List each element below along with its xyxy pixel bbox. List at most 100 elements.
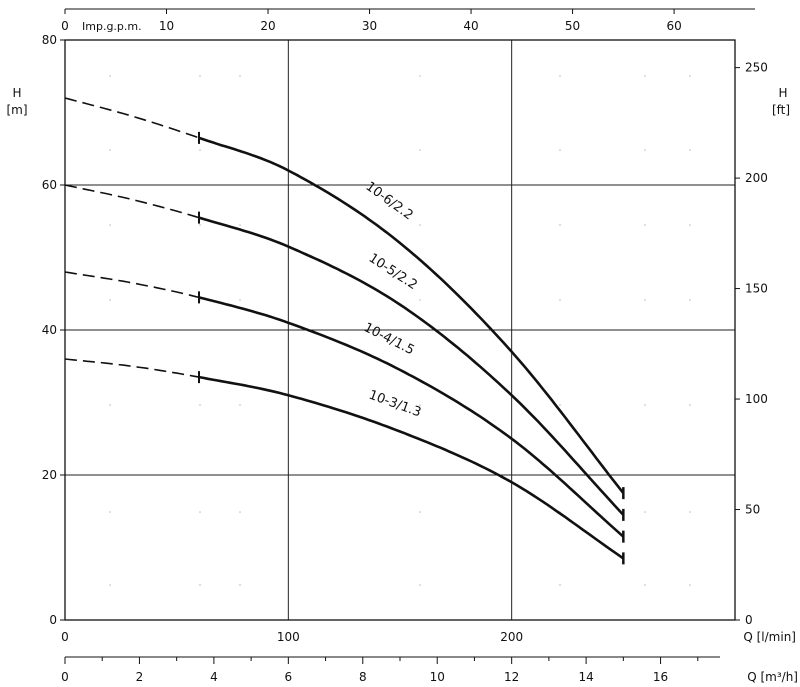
curve-label-10-5-2-2: 10-5/2.2 [366,251,420,293]
left-axis-tick-label: 40 [42,323,57,337]
grid-dot [559,75,561,77]
left-axis-tick-label: 20 [42,468,57,482]
curve-label-10-4-1-5: 10-4/1.5 [361,320,416,358]
grid-dot [689,149,691,151]
grid-dot [199,75,201,77]
grid-dot [199,511,201,513]
curves [64,97,625,565]
left-axis-unit: [m] [6,103,27,117]
bottom-axis-m3h-tick-label: 4 [210,670,218,684]
grid-dot [419,404,421,406]
grid-dot [644,149,646,151]
right-axis-tick-label: 100 [745,392,768,406]
right-axis-tick-label: 200 [745,171,768,185]
right-axis-tick-label: 50 [745,503,760,517]
grid-dot [689,584,691,586]
grid-dot [109,584,111,586]
right-axis-tick-label: 250 [745,61,768,75]
grid-dot [239,75,241,77]
left-axis-tick-label: 80 [42,33,57,47]
curve-dashed-segment [64,184,200,219]
bottom-axis-m3h-tick-label: 0 [61,670,69,684]
left-axis-tick-label: 60 [42,178,57,192]
grid-dot [109,224,111,226]
top-axis-tick-label: 40 [463,19,478,33]
grid-dot [419,149,421,151]
grid-dot [644,75,646,77]
axes: 0 10 20 30 40 50 60Imp.g.p.m.020406080H[m]0501… [6,8,798,684]
curve-dashed-segment [64,358,200,378]
bottom-axis-m3h-tick-label: 16 [653,670,668,684]
grid-dot [199,149,201,151]
right-axis-unit: [ft] [772,103,790,117]
curve-dashed-segment [64,97,200,139]
grid-dot [419,75,421,77]
bottom-axis-m3h-tick-label: 8 [359,670,367,684]
curve-label-10-6-2-2: 10-6/2.2 [363,179,416,223]
curve-solid-segment [198,375,625,560]
grid-dot [109,75,111,77]
top-axis-tick-label: 50 [565,19,580,33]
top-axis-tick-label: 0 [61,19,69,33]
grid-dot [644,511,646,513]
grid-dot [109,511,111,513]
grid-dot [239,511,241,513]
grid-dot [199,404,201,406]
grid-dot [419,511,421,513]
grid-dot [109,404,111,406]
grid-dot [559,224,561,226]
grid-dot [559,299,561,301]
grid-dot [199,224,201,226]
curve-10-5-2-2 [64,184,625,521]
grid-dot [559,149,561,151]
right-axis-tick-label: 0 [745,613,753,627]
grid-dot [239,404,241,406]
curve-solid-segment [198,296,625,538]
bottom-axis-m3h-tick-label: 14 [578,670,593,684]
curve-10-3-1-3 [64,358,625,565]
right-axis-label: H [778,86,787,100]
top-axis-label: Imp.g.p.m. [82,20,142,33]
grid-dot [109,149,111,151]
grid-dot [559,584,561,586]
top-axis-tick-label: 10 [159,19,174,33]
bottom-axis-m3h-tick-label: 2 [136,670,144,684]
grid-dot [689,404,691,406]
top-axis-tick-label: 30 [362,19,377,33]
left-axis-tick-label: 0 [49,613,57,627]
curve-solid-segment [198,216,625,516]
curve-10-4-1-5 [64,271,625,543]
grid-dot [644,584,646,586]
grid-dot [644,404,646,406]
grid-dot [239,224,241,226]
bottom-axis-m3h-tick-label: 10 [430,670,445,684]
grid-dot [689,75,691,77]
right-axis-tick-label: 150 [745,282,768,296]
bottom-axis-m3h-label: Q [m³/h] [747,670,798,684]
grid-dot [419,224,421,226]
bottom-axis-lmin-tick-label: 0 [61,630,69,644]
top-axis-tick-label: 20 [260,19,275,33]
left-axis-label: H [12,86,21,100]
curve-label-10-3-1-3: 10-3/1.3 [367,388,423,421]
grid-dot [419,299,421,301]
top-axis-tick-label: 60 [666,19,681,33]
bottom-axis-m3h-tick-label: 12 [504,670,519,684]
grid-dot [644,299,646,301]
bottom-axis-lmin-tick-label: 100 [277,630,300,644]
grid-dot [239,584,241,586]
bottom-axis-lmin-tick-label: 200 [500,630,523,644]
bottom-axis-m3h-tick-label: 6 [285,670,293,684]
curve-dashed-segment [64,271,200,299]
grid-dot [239,299,241,301]
grid-dot [644,224,646,226]
curve-solid-segment [198,136,625,494]
bottom-axis-lmin-label: Q [l/min] [743,630,796,644]
grid-dot [689,511,691,513]
grid-dot [109,299,111,301]
grid-dot [199,584,201,586]
grid-dot [689,224,691,226]
grid [65,40,735,620]
